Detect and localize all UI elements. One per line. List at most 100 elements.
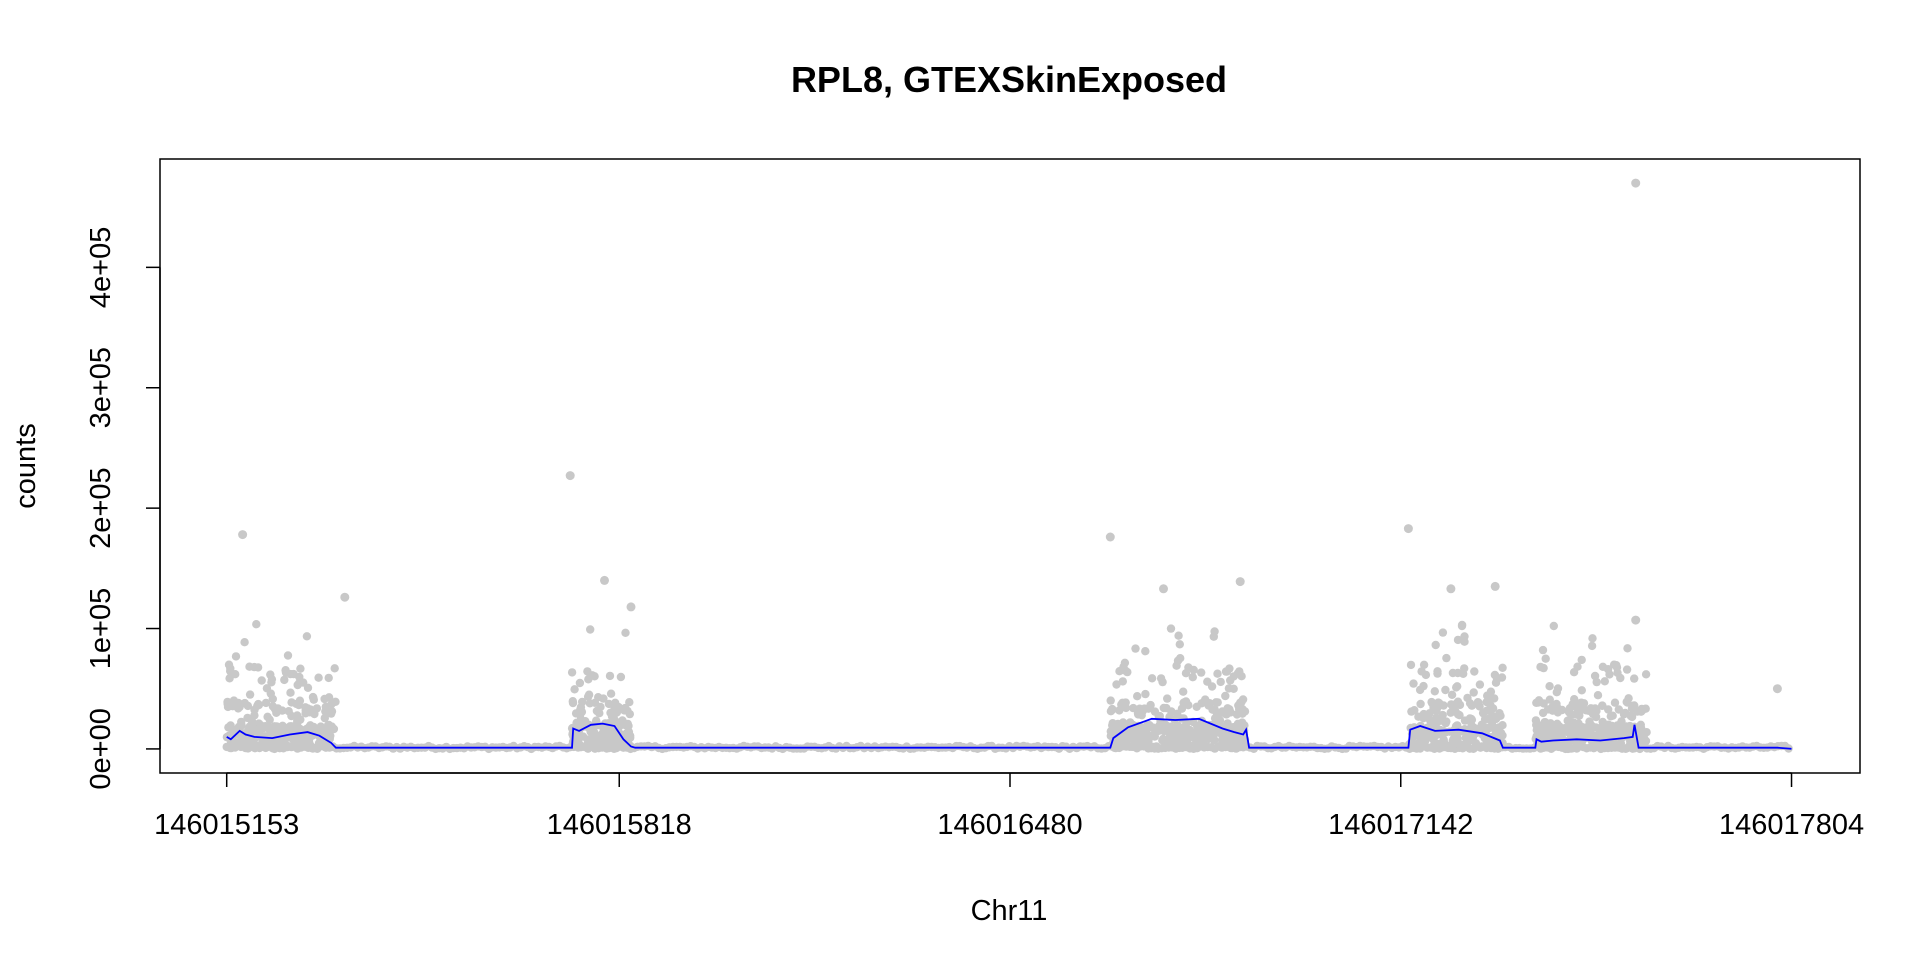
data-point <box>1225 664 1234 673</box>
data-point <box>243 701 253 711</box>
data-point <box>1548 741 1558 750</box>
data-point <box>1223 720 1232 729</box>
data-point <box>1112 680 1121 689</box>
data-point <box>243 713 252 723</box>
data-point <box>247 739 256 748</box>
data-points <box>222 178 1793 754</box>
data-point <box>1179 687 1188 696</box>
outlier-point <box>340 592 350 602</box>
data-point <box>1457 621 1467 631</box>
data-point <box>231 652 241 661</box>
data-point <box>1572 734 1581 743</box>
data-point <box>275 727 284 736</box>
data-point <box>312 704 322 713</box>
data-point <box>1563 744 1573 754</box>
data-point <box>590 672 599 681</box>
data-point <box>250 662 259 672</box>
data-point <box>284 707 293 716</box>
data-point <box>293 680 302 690</box>
data-point <box>1573 662 1582 671</box>
data-point <box>1588 634 1597 643</box>
data-point <box>280 675 289 685</box>
data-point <box>1585 723 1595 733</box>
data-point <box>330 664 339 673</box>
data-point <box>272 708 281 717</box>
data-point <box>1497 729 1506 738</box>
data-point <box>314 673 323 682</box>
data-point <box>329 724 339 734</box>
data-point <box>578 732 588 741</box>
data-point <box>1158 677 1167 687</box>
data-point <box>225 699 235 708</box>
outlier-point <box>1105 532 1115 542</box>
outlier-point <box>1631 178 1641 188</box>
data-point <box>611 735 621 744</box>
data-point <box>567 668 577 677</box>
data-point <box>1581 729 1590 738</box>
data-point <box>257 676 266 685</box>
x-axis: 146015153 146015818 146016480 146017142 1460… <box>154 772 1864 841</box>
data-point <box>1120 658 1130 667</box>
data-point <box>261 698 271 708</box>
data-point <box>1126 718 1135 727</box>
data-point <box>1185 732 1195 741</box>
data-point <box>1184 701 1193 710</box>
data-point <box>1532 732 1541 741</box>
data-point <box>1469 723 1479 732</box>
data-point <box>1630 674 1639 683</box>
data-point <box>1140 729 1149 739</box>
data-point <box>1115 706 1124 715</box>
data-point <box>1152 742 1161 751</box>
data-point <box>1167 707 1176 716</box>
data-point <box>293 711 302 720</box>
mean-line <box>226 717 1792 750</box>
data-point <box>308 692 318 702</box>
data-point <box>1442 653 1451 663</box>
data-point <box>1607 721 1617 731</box>
data-point <box>1163 694 1172 703</box>
data-point <box>1134 710 1143 719</box>
x-axis-label: Chr11 <box>971 895 1048 927</box>
data-point <box>281 668 291 677</box>
data-point <box>302 632 312 641</box>
outlier-point <box>600 575 609 585</box>
data-point <box>1480 715 1490 724</box>
chart-title: RPL8, GTEXSkinExposed <box>791 59 1227 100</box>
data-point <box>1221 709 1230 719</box>
data-point <box>1419 681 1428 691</box>
data-point <box>1593 691 1603 700</box>
data-point <box>1229 672 1238 681</box>
data-point <box>623 737 633 746</box>
data-point <box>1614 705 1624 714</box>
data-point <box>596 730 606 739</box>
data-point <box>320 694 329 704</box>
data-point <box>1108 721 1117 730</box>
data-point <box>1475 702 1484 711</box>
data-point <box>1121 666 1130 675</box>
data-point <box>1627 712 1637 722</box>
data-point <box>1238 741 1247 751</box>
outlier-point <box>1159 584 1168 594</box>
data-point <box>1421 731 1431 741</box>
data-point <box>602 744 611 753</box>
data-point <box>1222 733 1231 742</box>
y-tick-label: 1e+05 <box>85 588 117 669</box>
data-point <box>1482 697 1491 707</box>
data-point <box>1610 698 1620 707</box>
data-point <box>1623 644 1632 653</box>
data-point <box>599 694 608 703</box>
data-point <box>306 705 315 714</box>
data-point <box>1636 720 1646 729</box>
data-point <box>1238 709 1247 718</box>
y-axis-label: counts <box>10 423 42 508</box>
data-point <box>1129 732 1138 742</box>
data-point <box>1548 702 1557 712</box>
data-point <box>1174 631 1183 640</box>
data-point <box>1131 644 1140 653</box>
data-point <box>576 703 586 712</box>
data-point <box>245 690 255 699</box>
data-point <box>1434 698 1443 707</box>
data-point <box>1461 733 1470 743</box>
data-point <box>1159 726 1169 736</box>
data-point <box>1106 696 1115 705</box>
